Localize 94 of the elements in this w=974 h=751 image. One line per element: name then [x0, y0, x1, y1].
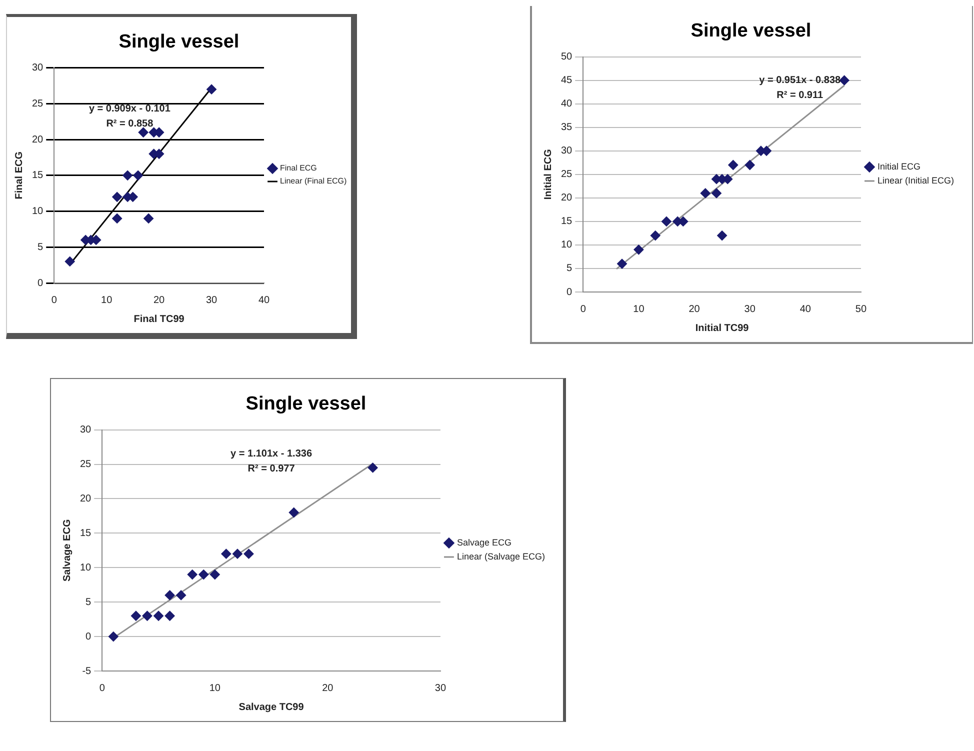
point — [108, 632, 118, 642]
point — [232, 548, 242, 559]
point — [198, 570, 209, 580]
point — [744, 160, 755, 170]
point — [711, 188, 722, 198]
x-tick-label: 40 — [258, 294, 270, 306]
y-tick-label: 30 — [80, 424, 92, 436]
x-axis-title: Salvage TC99 — [238, 702, 304, 713]
point — [138, 127, 148, 138]
x-tick-label: 50 — [855, 304, 867, 315]
point — [244, 548, 254, 559]
annotation: y = 0.909x - 0.101 — [88, 103, 171, 114]
y-tick-label: 25 — [561, 169, 573, 180]
legend-label: Salvage ECG — [456, 537, 512, 548]
x-tick-label: 30 — [744, 304, 756, 315]
annotation: y = 0.951x - 0.838 — [759, 75, 842, 86]
y-tick-label: 0 — [86, 631, 92, 642]
y-axis-title: Final ECG — [14, 151, 25, 200]
x-tick-label: 40 — [800, 304, 812, 315]
y-tick-label: 10 — [561, 240, 573, 251]
y-tick-label: 10 — [32, 206, 44, 218]
y-tick-label: 5 — [38, 242, 44, 253]
y-axis-title: Initial ECG — [542, 148, 554, 200]
y-tick-label: 45 — [561, 75, 573, 86]
point — [187, 570, 198, 580]
point — [288, 507, 299, 518]
y-tick-label: 5 — [566, 263, 573, 274]
point — [634, 244, 644, 255]
point — [206, 84, 217, 94]
legend-label: Linear (Salvage ECG) — [456, 551, 546, 562]
point — [133, 170, 144, 180]
annotation: R² = 0.858 — [106, 118, 154, 130]
legend-label: Linear (Initial ECG) — [877, 175, 954, 186]
point — [130, 610, 141, 621]
x-tick-label: 0 — [51, 294, 58, 306]
point — [164, 590, 175, 600]
annotation: y = 1.101x - 1.336 — [230, 448, 312, 460]
y-tick-label: 50 — [561, 52, 573, 63]
y-tick-label: 25 — [80, 459, 92, 470]
y-tick-label: 15 — [32, 170, 44, 182]
y-tick-label: 20 — [80, 493, 92, 504]
y-tick-label: 25 — [32, 98, 44, 110]
y-tick-label: -5 — [82, 666, 92, 677]
point — [617, 258, 628, 269]
point — [144, 213, 154, 224]
x-tick-label: 20 — [154, 294, 166, 306]
point — [717, 230, 728, 241]
x-axis-title: Final TC99 — [134, 314, 185, 325]
y-tick-label: 15 — [561, 216, 573, 228]
point — [700, 188, 710, 198]
y-tick-label: 30 — [32, 62, 44, 74]
point — [221, 548, 232, 559]
x-tick-label: 10 — [101, 294, 113, 306]
point — [661, 216, 672, 226]
point — [728, 160, 738, 170]
point — [64, 256, 75, 266]
x-tick-label: 30 — [434, 682, 446, 694]
legend-label: Initial ECG — [877, 161, 920, 172]
point — [650, 230, 660, 241]
x-tick-label: 30 — [206, 294, 218, 306]
y-tick-label: 0 — [38, 278, 44, 289]
y-tick-label: 15 — [80, 528, 92, 539]
x-tick-label: 20 — [322, 682, 334, 694]
point — [112, 213, 122, 224]
y-tick-label: 40 — [561, 98, 573, 110]
y-tick-label: 20 — [561, 192, 573, 204]
point — [154, 610, 164, 621]
chart-title: Single vessel — [690, 20, 812, 42]
point — [142, 610, 152, 621]
point — [122, 170, 133, 180]
point — [164, 610, 175, 621]
y-tick-label: 5 — [86, 596, 92, 608]
x-tick-label: 20 — [688, 304, 700, 315]
x-tick-label: 10 — [209, 682, 221, 694]
x-axis-title: Initial TC99 — [695, 322, 750, 334]
y-tick-label: 30 — [561, 146, 573, 157]
x-tick-label: 0 — [580, 304, 586, 315]
annotation: R² = 0.977 — [248, 464, 296, 475]
point — [176, 590, 186, 600]
point — [112, 192, 122, 202]
x-tick-label: 10 — [633, 304, 645, 315]
x-tick-label: 0 — [99, 682, 106, 694]
y-tick-label: 0 — [566, 286, 573, 298]
y-tick-label: 10 — [80, 562, 92, 574]
annotation: R² = 0.911 — [776, 90, 824, 102]
chart-title: Single vessel — [246, 394, 366, 415]
legend-label: Final ECG — [280, 164, 317, 173]
legend-label: Linear (Final ECG) — [280, 176, 348, 186]
y-axis-title: Salvage ECG — [62, 519, 73, 582]
chart-title: Single vessel — [118, 32, 240, 53]
point — [210, 570, 220, 580]
y-tick-label: 20 — [32, 134, 44, 146]
point — [368, 462, 378, 473]
y-tick-label: 35 — [561, 122, 573, 134]
